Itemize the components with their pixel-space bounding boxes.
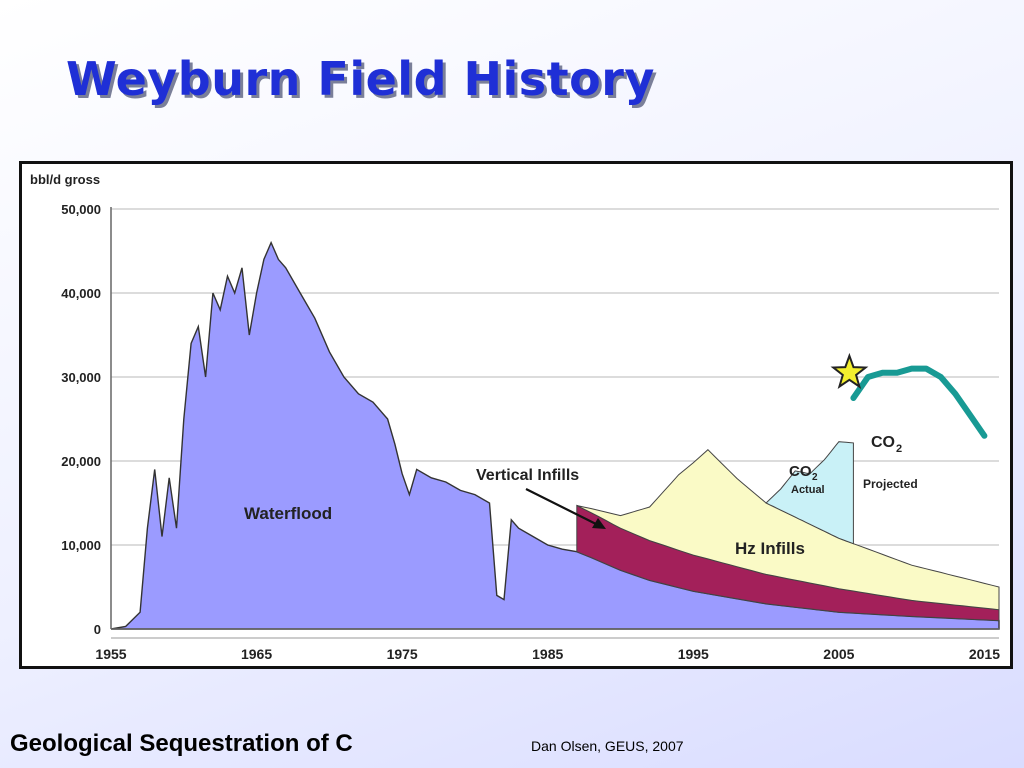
footer-credit: Dan Olsen, GEUS, 2007: [531, 738, 684, 754]
x-tick-label: 1985: [532, 646, 563, 662]
area-series: [110, 240, 1000, 630]
x-tick-label: 1995: [678, 646, 709, 662]
chart-frame: bbl/d gross 0 10,000 20,000 30,000 40,000 50,…: [19, 161, 1013, 669]
field-history-chart: bbl/d gross 0 10,000 20,000 30,000 40,000 50,…: [30, 172, 1000, 662]
axes: [110, 207, 999, 639]
y-tick-label: 10,000: [61, 538, 101, 553]
y-tick-label: 50,000: [61, 202, 101, 217]
x-tick-label: 1975: [387, 646, 418, 662]
x-tick-label: 2005: [823, 646, 854, 662]
label-co2-actual-word: Actual: [791, 484, 825, 496]
y-tick-label: 20,000: [61, 454, 101, 469]
label-co2-projected-word: Projected: [863, 477, 918, 491]
slide-title: Weyburn Field History: [66, 52, 655, 106]
x-tick-label: 1955: [95, 646, 126, 662]
label-waterflood: Waterflood: [244, 504, 332, 523]
series-co2-actual: [765, 441, 854, 545]
series-co2-projected: [850, 365, 988, 439]
star-marker-icon: [830, 352, 869, 389]
tick-labels: 0 10,000 20,000 30,000 40,000 50,000 1955 1965 1…: [61, 202, 1000, 662]
label-hz-infills: Hz Infills: [735, 539, 805, 558]
y-tick-label: 40,000: [61, 286, 101, 301]
y-tick-label: 0: [94, 622, 101, 637]
footer-title: Geological Sequestration of C: [10, 730, 353, 757]
label-co2-projected-subscript: 2: [896, 443, 902, 455]
label-co2-actual-co: CO: [789, 463, 812, 480]
series-hz-infills: [576, 449, 1000, 611]
x-tick-label: 2015: [969, 646, 1000, 662]
y-tick-label: 30,000: [61, 370, 101, 385]
y-axis-label: bbl/d gross: [30, 172, 100, 187]
x-tick-label: 1965: [241, 646, 272, 662]
label-vertical-infills: Vertical Infills: [476, 467, 579, 484]
arrow-head-icon: [592, 518, 606, 529]
label-co2-actual-subscript: 2: [812, 472, 818, 483]
vertical-infills-arrow: [525, 488, 601, 527]
label-co2-projected-co: CO: [871, 434, 895, 451]
